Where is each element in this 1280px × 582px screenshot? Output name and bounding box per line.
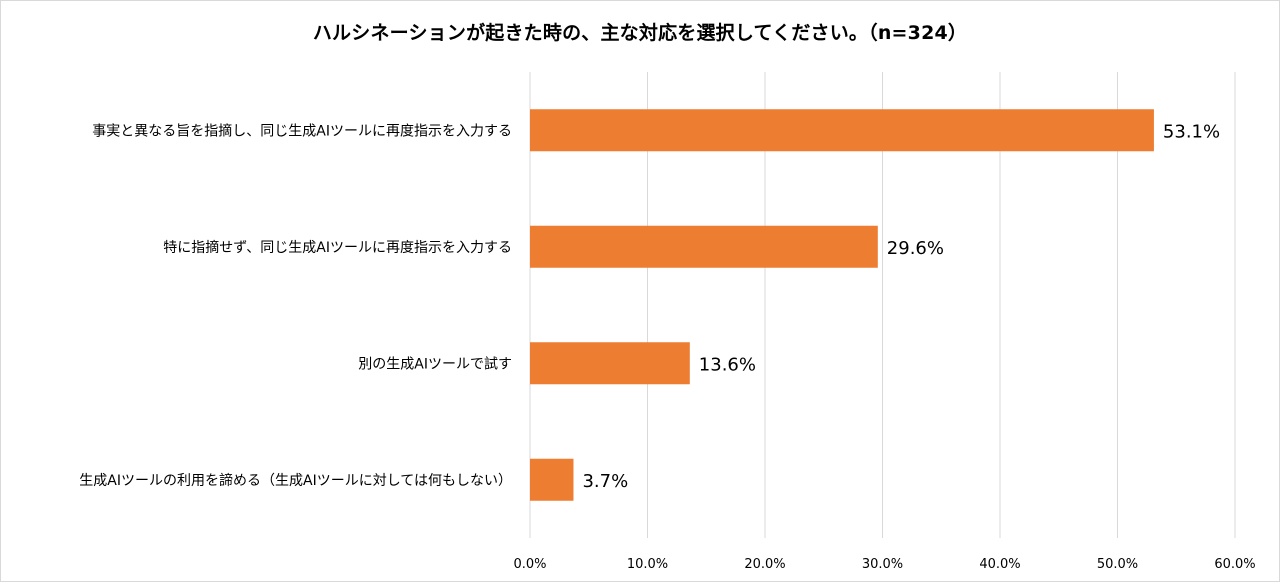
category-label: 事実と異なる旨を指摘し、同じ生成AIツールに再度指示を入力する <box>92 122 512 139</box>
bar <box>530 225 878 268</box>
category-label: 特に指摘せず、同じ生成AIツールに再度指示を入力する <box>163 239 512 256</box>
bar <box>530 342 690 385</box>
x-tick-label: 50.0% <box>1097 557 1138 572</box>
x-tick-label: 20.0% <box>744 557 785 572</box>
x-tick-label: 40.0% <box>979 557 1020 572</box>
x-tick-label: 0.0% <box>513 557 546 572</box>
value-label: 3.7% <box>582 471 628 492</box>
category-label: 生成AIツールの利用を諦める（生成AIツールに対しては何もしない） <box>79 472 512 489</box>
chart-title: ハルシネーションが起きた時の、主な対応を選択してください。（n=324） <box>312 22 968 44</box>
value-label: 29.6% <box>887 238 944 259</box>
category-label: 別の生成AIツールで試す <box>358 356 512 372</box>
bar <box>530 109 1154 152</box>
x-tick-label: 10.0% <box>627 557 668 572</box>
category-labels: 事実と異なる旨を指摘し、同じ生成AIツールに再度指示を入力する特に指摘せず、同じ… <box>79 122 512 489</box>
value-labels: 53.1% 29.6% 13.6% 3.7% <box>582 121 1220 492</box>
value-label: 13.6% <box>699 354 756 375</box>
bars <box>530 109 1154 501</box>
x-tick-label: 60.0% <box>1214 557 1255 572</box>
x-tick-label: 30.0% <box>862 557 903 572</box>
value-label: 53.1% <box>1163 121 1220 142</box>
bar <box>530 458 574 501</box>
x-axis-tick-labels: 0.0% 10.0% 20.0% 30.0% 40.0% 50.0% 60.0% <box>513 557 1255 572</box>
